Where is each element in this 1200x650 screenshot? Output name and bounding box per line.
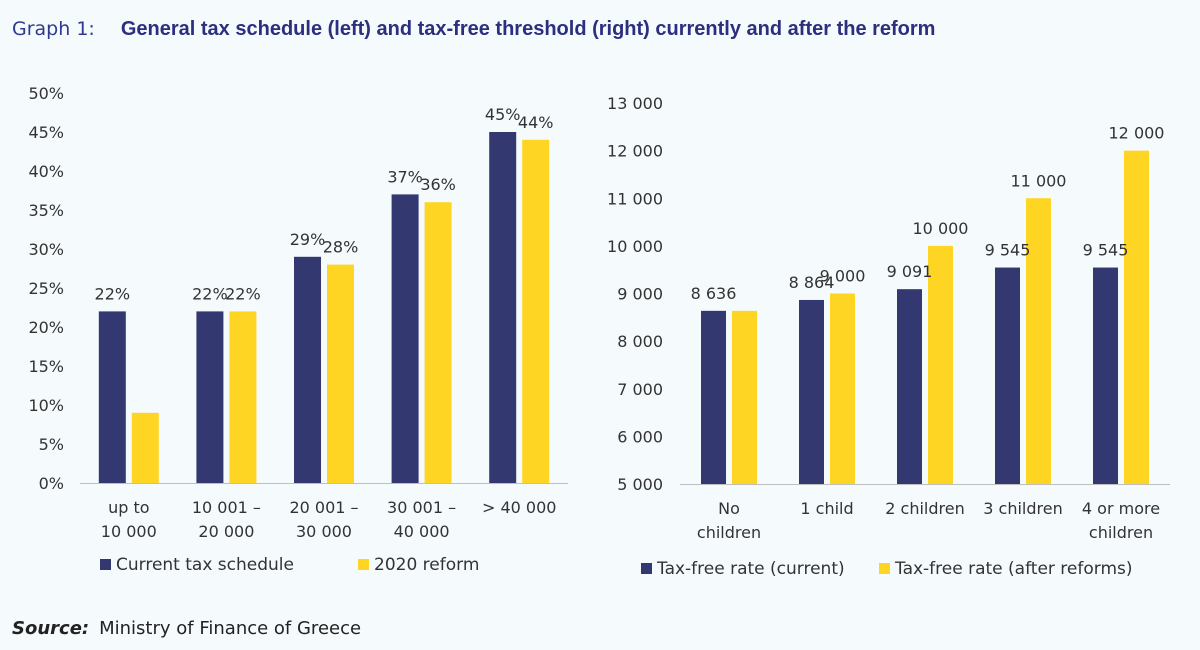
left-bar-reform — [131, 412, 159, 483]
chart-header: Graph 1: General tax schedule (left) and… — [12, 18, 935, 41]
left-data-label: 37% — [387, 167, 423, 186]
left-legend-swatch-current — [100, 559, 111, 570]
left-ytick-label: 25% — [28, 279, 64, 298]
source-text: Ministry of Finance of Greece — [99, 618, 362, 639]
right-ytick-label: 5 000 — [617, 475, 663, 494]
left-ytick-label: 50% — [28, 84, 64, 103]
left-bar-reform — [229, 311, 257, 483]
left-ytick-label: 0% — [39, 474, 64, 493]
right-data-label: 9 545 — [985, 241, 1031, 260]
right-data-label: 8 864 — [789, 273, 835, 292]
left-category-label: 30 000 — [296, 522, 352, 541]
right-bar-current — [995, 267, 1020, 484]
right-category-label: children — [1089, 523, 1153, 542]
right-data-label: 9 091 — [887, 262, 933, 281]
left-data-label: 45% — [485, 105, 521, 124]
right-bar-current — [701, 310, 726, 484]
left-ytick-label: 45% — [28, 123, 64, 142]
left-category-label: 20 000 — [198, 522, 254, 541]
left-bar-reform — [327, 264, 354, 483]
left-data-label: 44% — [518, 113, 554, 132]
right-bar-reform — [732, 310, 757, 484]
left-data-label: 22% — [225, 284, 261, 303]
left-ytick-label: 5% — [39, 435, 64, 454]
right-category-label: 1 child — [800, 499, 853, 518]
left-data-label: 22% — [192, 284, 228, 303]
left-category-label: > 40 000 — [482, 498, 556, 517]
right-data-label: 11 000 — [1011, 171, 1067, 190]
right-ytick-label: 7 000 — [617, 380, 663, 399]
right-data-label: 10 000 — [913, 219, 969, 238]
right-data-label: 9 000 — [820, 267, 866, 286]
right-legend-swatch-reform — [879, 563, 890, 574]
source-label: Source: — [12, 618, 90, 639]
right-ytick-label: 8 000 — [617, 332, 663, 351]
right-category-label: 4 or more — [1082, 499, 1160, 518]
left-bar-reform — [522, 139, 550, 484]
left-data-label: 28% — [323, 238, 359, 257]
tax-schedule-chart: 0%5%10%15%20%25%30%35%40%45%50%22%9%22%2… — [0, 0, 568, 575]
left-ytick-label: 20% — [28, 318, 64, 337]
right-bar-current — [897, 289, 922, 484]
right-bar-reform — [1124, 150, 1149, 484]
right-category-label: No — [718, 499, 740, 518]
right-category-label: children — [697, 523, 761, 542]
left-bar-current — [489, 132, 517, 483]
tax-free-threshold-chart: 5 000 6 000 7 000 8 000 9 000 10 000 11 000 12 … — [607, 94, 1170, 579]
left-data-label: 29% — [290, 230, 326, 249]
left-data-label: 22% — [95, 284, 131, 303]
left-legend-label: Current tax schedule — [116, 555, 294, 575]
left-bar-current — [391, 194, 419, 483]
right-ytick-label: 12 000 — [607, 142, 663, 161]
left-category-label: 40 000 — [394, 522, 450, 541]
graph-label: Graph 1: — [12, 18, 95, 40]
right-bar-reform — [830, 293, 855, 484]
left-ytick-label: 35% — [28, 201, 64, 220]
right-ytick-label: 13 000 — [607, 94, 663, 113]
right-ytick-label: 9 000 — [617, 285, 663, 304]
left-ytick-label: 30% — [28, 240, 64, 259]
left-data-label: 9% — [0, 0, 13, 4]
left-category-label: up to — [108, 498, 149, 517]
right-data-label: 9 545 — [1083, 241, 1129, 260]
left-ytick-label: 40% — [28, 162, 64, 181]
left-category-label: 30 001 – — [387, 498, 456, 517]
right-bar-current — [1093, 267, 1118, 484]
right-category-label: 2 children — [885, 499, 964, 518]
right-ytick-label: 6 000 — [617, 427, 663, 446]
left-ytick-label: 10% — [28, 396, 64, 415]
right-data-label: 12 000 — [1109, 124, 1165, 143]
graph-title: General tax schedule (left) and tax-free… — [120, 18, 936, 40]
right-category-label: 3 children — [983, 499, 1062, 518]
right-ytick-label: 10 000 — [607, 237, 663, 256]
right-bar-reform — [1026, 198, 1051, 484]
right-bar-reform — [928, 245, 953, 484]
right-bar-current — [799, 299, 824, 484]
right-ytick-label: 11 000 — [607, 189, 663, 208]
left-bar-current — [294, 256, 321, 483]
right-legend-label: Tax-free rate (after reforms) — [894, 559, 1133, 579]
left-category-label: 20 001 – — [289, 498, 358, 517]
left-bar-current — [196, 311, 224, 483]
left-legend-swatch-reform — [358, 559, 369, 570]
right-legend-swatch-current — [641, 563, 652, 574]
right-legend-label: Tax-free rate (current) — [656, 559, 845, 579]
source-footer: Source: Ministry of Finance of Greece — [12, 618, 361, 639]
left-bar-reform — [424, 202, 452, 483]
left-bar-current — [98, 311, 126, 483]
left-data-label: 36% — [420, 175, 456, 194]
left-legend-label: 2020 reform — [374, 555, 479, 575]
left-category-label: 10 001 – — [192, 498, 261, 517]
right-data-label: 8 636 — [691, 284, 737, 303]
left-ytick-label: 15% — [28, 357, 64, 376]
left-category-label: 10 000 — [101, 522, 157, 541]
